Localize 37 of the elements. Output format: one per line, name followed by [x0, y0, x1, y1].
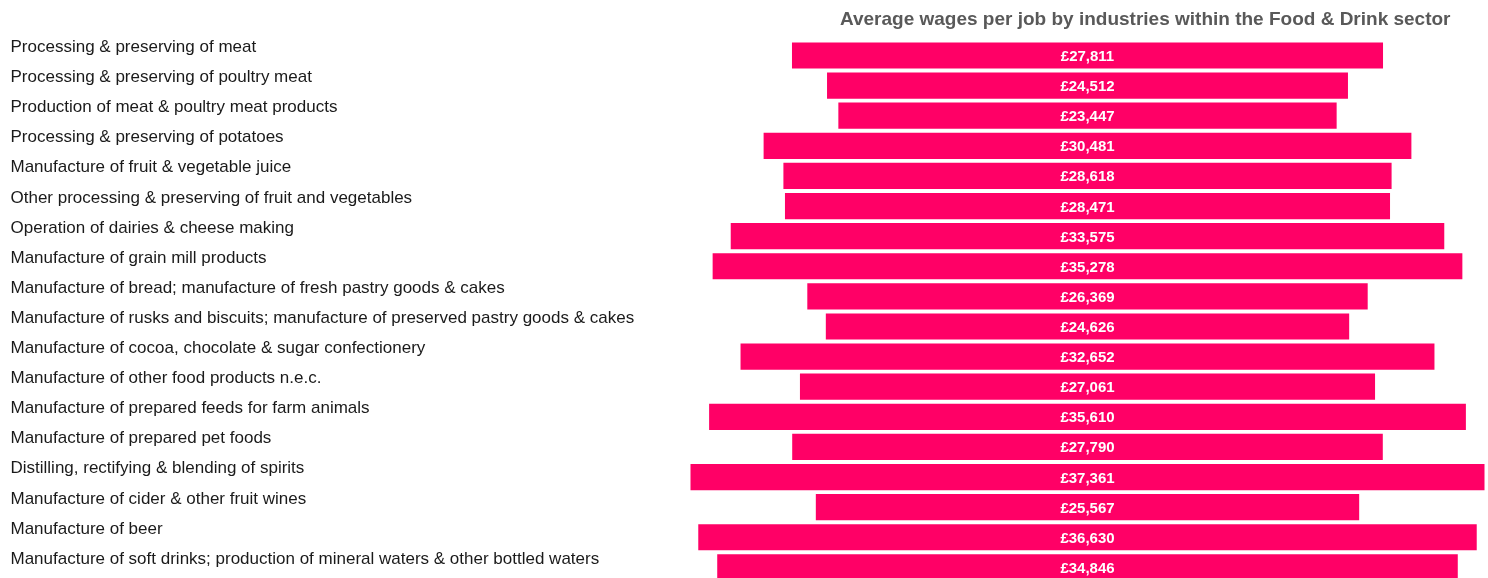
data-label: £24,626 [1060, 317, 1115, 335]
data-label: £35,610 [1060, 408, 1115, 426]
data-label: £27,061 [1060, 378, 1115, 396]
category-label: Operation of dairies & cheese making [10, 217, 294, 237]
category-label: Manufacture of other food products n.e.c. [10, 368, 322, 388]
data-label: £25,567 [1060, 498, 1115, 516]
data-label: £35,278 [1060, 257, 1115, 275]
data-label: £27,790 [1060, 438, 1115, 456]
data-label: £28,471 [1060, 197, 1115, 215]
category-label: Manufacture of prepared feeds for farm animals [10, 398, 370, 418]
category-label: Processing & preserving of poultry meat [10, 67, 313, 87]
category-label: Manufacture of rusks and biscuits; manufacture of preserved pastry goods & cakes [10, 307, 635, 327]
category-label: Manufacture of fruit & vegetable juice [10, 157, 292, 177]
category-label: Processing & preserving of potatoes [10, 127, 284, 147]
data-label: £32,652 [1060, 348, 1115, 366]
category-label: Manufacture of cocoa, chocolate & sugar confectionery [10, 338, 426, 358]
category-label: Manufacture of beer [10, 518, 163, 538]
data-label: £27,811 [1060, 46, 1115, 64]
text: Average wages per job by industries within the Food & Drink sector [839, 7, 1452, 29]
data-label: £34,846 [1060, 558, 1115, 576]
data-label: £36,630 [1060, 528, 1115, 546]
category-label: Other processing & preserving of fruit and vegetables [10, 187, 413, 207]
category-label: Manufacture of bread; manufacture of fresh pastry goods & cakes [10, 277, 505, 297]
data-label: £23,447 [1060, 107, 1115, 125]
category-label: Distilling, rectifying & blending of spirits [10, 458, 305, 478]
data-label: £30,481 [1060, 137, 1115, 155]
category-label: Manufacture of cider & other fruit wines [10, 488, 307, 508]
category-label: Manufacture of grain mill products [10, 247, 267, 267]
category-label: Manufacture of prepared pet foods [10, 428, 272, 448]
category-label: Production of meat & poultry meat products [10, 97, 338, 117]
data-label: £37,361 [1060, 468, 1115, 486]
category-label: Manufacture of soft drinks; production of mineral waters & other bottled waters [10, 548, 600, 568]
data-label: £28,618 [1060, 167, 1115, 185]
data-label: £26,369 [1060, 287, 1115, 305]
data-label: £33,575 [1060, 227, 1115, 245]
data-label: £24,512 [1060, 77, 1115, 95]
category-label: Processing & preserving of meat [10, 36, 257, 56]
